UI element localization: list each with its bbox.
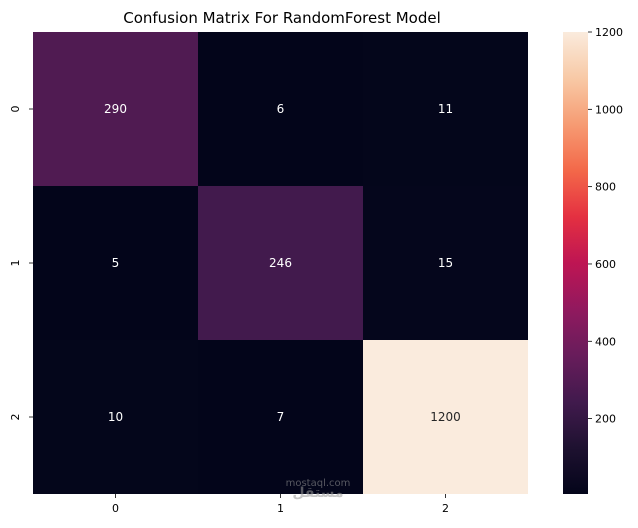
colorbar-gradient	[563, 32, 588, 494]
cell-annotation: 10	[108, 410, 123, 424]
cell-annotation: 5	[112, 256, 120, 270]
cell-annotation: 6	[277, 102, 285, 116]
heatmap-cell	[33, 340, 198, 494]
y-tick-label: 0	[9, 106, 22, 113]
watermark-subtext: mostaql.com	[286, 478, 351, 489]
heatmap-cell	[198, 340, 363, 494]
cell-annotation: 246	[269, 256, 292, 270]
x-tick-label: 1	[277, 502, 284, 515]
chart-title: Confusion Matrix For RandomForest Model	[123, 9, 441, 27]
watermark: مستقل mostaql.com	[286, 478, 351, 501]
heatmap-cell	[198, 186, 363, 340]
heatmap-cell	[33, 32, 198, 186]
heatmap-cell	[363, 32, 528, 186]
cell-annotation: 15	[438, 256, 453, 270]
heatmap-cells	[33, 32, 528, 494]
colorbar: 200 400 600 800 1000 1200	[563, 26, 623, 494]
cell-annotation: 7	[277, 410, 285, 424]
colorbar-tick-label: 1200	[595, 26, 623, 39]
y-axis: 0 1 2	[9, 106, 33, 421]
colorbar-tick-label: 800	[595, 181, 616, 194]
colorbar-tick-label: 200	[595, 413, 616, 426]
watermark-text: مستقل	[292, 485, 343, 501]
heatmap-cell	[198, 32, 363, 186]
heatmap-cell	[363, 340, 528, 494]
x-tick-label: 0	[112, 502, 119, 515]
colorbar-tick-label: 600	[595, 258, 616, 271]
y-tick-label: 2	[9, 414, 22, 421]
cell-annotation: 1200	[430, 410, 461, 424]
x-tick-label: 2	[442, 502, 449, 515]
colorbar-tick-label: 400	[595, 335, 616, 348]
colorbar-tick-label: 1000	[595, 103, 623, 116]
heatmap-cell	[33, 186, 198, 340]
cell-annotation: 290	[104, 102, 127, 116]
cell-annotations: 290 6 11 5 246 15 10 7 1200	[104, 102, 461, 424]
x-axis: 0 1 2	[112, 494, 449, 515]
cell-annotation: 11	[438, 102, 453, 116]
y-tick-label: 1	[9, 260, 22, 267]
heatmap-cell	[363, 186, 528, 340]
